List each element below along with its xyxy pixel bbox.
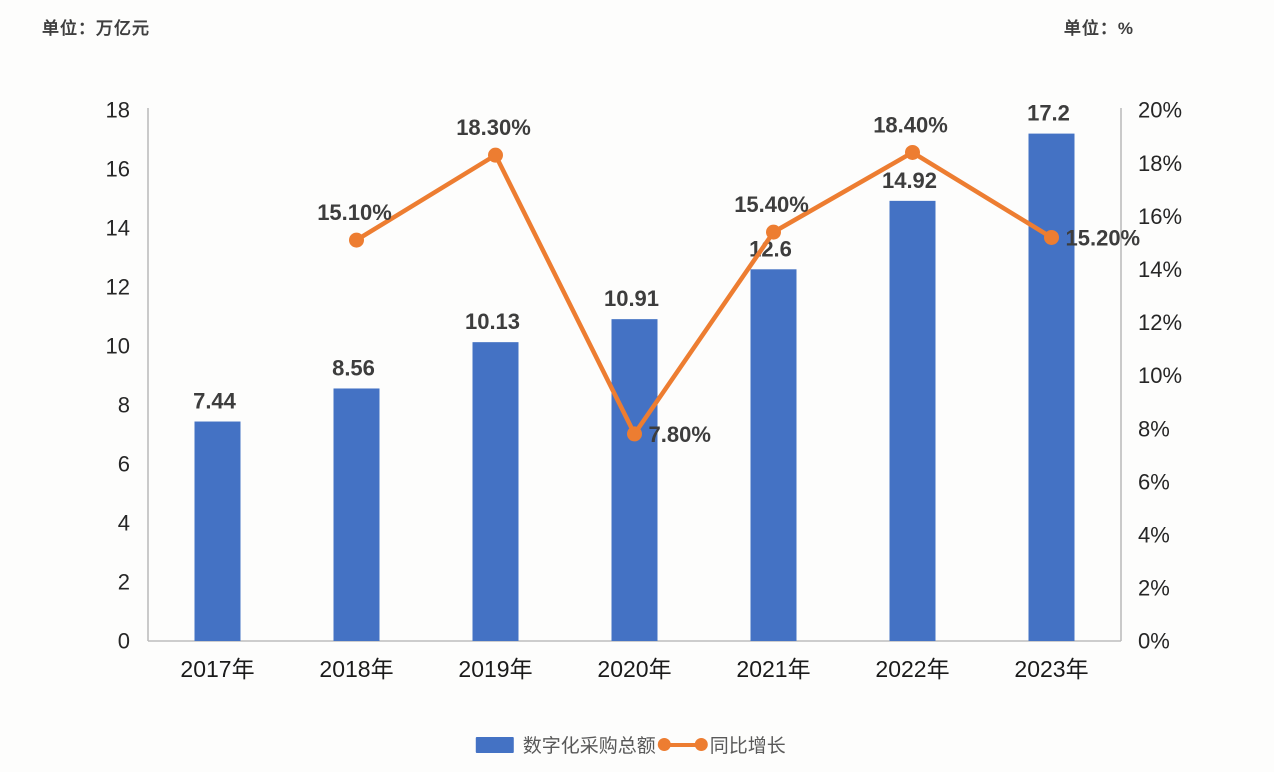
- bar-2017年: [194, 421, 241, 641]
- x-axis-category-label: 2020年: [597, 656, 671, 682]
- line-point-2023年: [1044, 229, 1059, 245]
- x-axis-category-label: 2023年: [1014, 656, 1088, 682]
- legend-item-line-series: 同比增长: [656, 731, 786, 758]
- right-axis-tick-label: 20%: [1138, 98, 1182, 123]
- right-axis-tick-label: 8%: [1138, 416, 1170, 441]
- right-axis-tick-label: 10%: [1138, 363, 1182, 388]
- line-value-label: 18.40%: [873, 112, 948, 137]
- bar-2018年: [333, 388, 380, 641]
- bar-2019年: [472, 342, 519, 641]
- x-axis-category-label: 2021年: [736, 656, 810, 682]
- left-axis-tick-label: 8: [118, 393, 130, 418]
- line-value-label: 18.30%: [456, 115, 531, 140]
- right-axis-tick-label: 16%: [1138, 204, 1182, 229]
- line-series-color-swatch: [657, 738, 708, 752]
- line-point-2018年: [349, 232, 364, 248]
- left-axis-tick-label: 12: [106, 275, 130, 300]
- line-point-2022年: [905, 144, 920, 160]
- x-axis-category-label: 2017年: [180, 656, 254, 682]
- legend-label-bar-series: 数字化采购总额: [522, 736, 656, 757]
- legend-label-line-series: 同比增长: [709, 736, 786, 757]
- line-point-2021年: [766, 224, 781, 240]
- right-axis-tick-label: 18%: [1138, 151, 1182, 176]
- left-axis-unit-label: 单位：万亿元: [42, 19, 150, 38]
- bar-2022年: [889, 200, 936, 642]
- x-axis-category-label: 2018年: [319, 656, 393, 682]
- bar-2023年: [1028, 133, 1075, 641]
- line-value-label: 15.40%: [734, 192, 809, 217]
- line-point-2019年: [488, 147, 503, 163]
- right-axis-tick-label: 14%: [1138, 257, 1182, 282]
- left-axis-tick-label: 4: [118, 511, 130, 536]
- line-point-2020年: [627, 426, 642, 442]
- bar-value-label: 14.92: [882, 168, 937, 193]
- bar-value-label: 10.13: [465, 309, 520, 334]
- right-axis-tick-label: 4%: [1138, 523, 1170, 548]
- right-axis-tick-label: 6%: [1138, 469, 1170, 494]
- right-axis-tick-label: 2%: [1138, 576, 1170, 601]
- line-value-label: 7.80%: [649, 422, 711, 447]
- left-axis-tick-label: 0: [118, 629, 130, 654]
- bar-value-label: 8.56: [332, 355, 375, 380]
- right-axis-tick-label: 12%: [1138, 310, 1182, 335]
- bar-value-label: 10.91: [604, 286, 659, 311]
- left-axis-tick-label: 2: [118, 570, 130, 595]
- right-axis-unit-label: 单位：%: [1063, 19, 1134, 38]
- x-axis-category-label: 2022年: [875, 656, 949, 682]
- left-axis-tick-label: 18: [106, 98, 130, 123]
- bar-2020年: [611, 319, 658, 641]
- bar-value-label: 17.2: [1027, 101, 1070, 126]
- growth-line: [354, 150, 1054, 437]
- bar-value-label: 7.44: [193, 389, 237, 414]
- chart-legend: 数字化采购总额 同比增长: [475, 731, 786, 758]
- line-value-label: 15.10%: [317, 200, 392, 225]
- left-axis-tick-label: 6: [118, 452, 130, 477]
- bar-series-color-swatch: [475, 736, 514, 753]
- line-value-label: 15.20%: [1066, 225, 1141, 250]
- bar-2021年: [750, 269, 797, 641]
- x-axis-category-label: 2019年: [458, 656, 532, 682]
- left-axis-tick-label: 10: [106, 334, 130, 359]
- right-axis-tick-label: 0%: [1138, 629, 1170, 654]
- left-axis-tick-label: 14: [106, 216, 130, 241]
- legend-item-bar-series: 数字化采购总额: [475, 731, 656, 758]
- left-axis-tick-label: 16: [106, 157, 130, 182]
